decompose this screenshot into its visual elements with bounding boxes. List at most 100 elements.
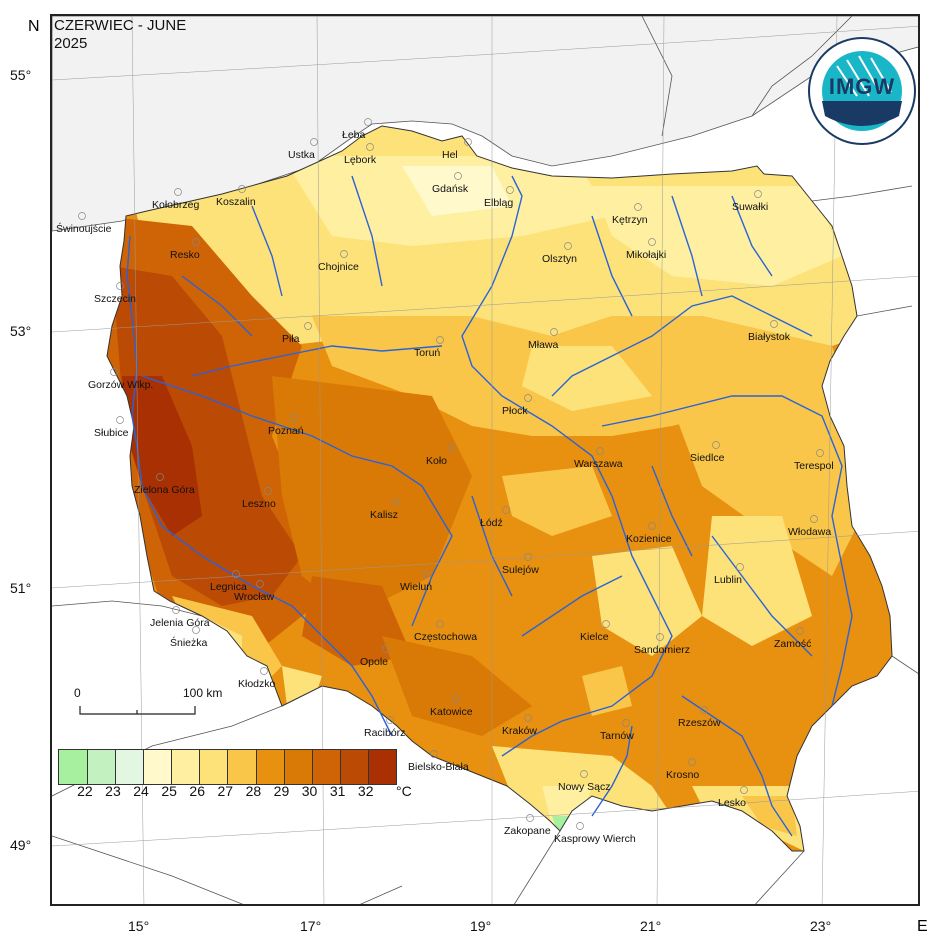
legend-value-label: 22 bbox=[77, 783, 93, 799]
city-marker bbox=[172, 606, 180, 614]
city-marker bbox=[622, 719, 630, 727]
city-label: Kołobrzeg bbox=[152, 199, 199, 211]
city-label: Świnoujście bbox=[56, 222, 112, 235]
city-label: Tarnów bbox=[600, 730, 634, 742]
city-marker bbox=[524, 714, 532, 722]
city-label: Częstochowa bbox=[414, 631, 477, 643]
city-label: Lębork bbox=[344, 154, 377, 166]
legend-value-label: 28 bbox=[245, 783, 262, 799]
city-label: Włodawa bbox=[788, 526, 831, 538]
city-marker bbox=[174, 188, 182, 196]
city-marker bbox=[816, 449, 824, 457]
rivers bbox=[126, 175, 853, 837]
city-marker bbox=[366, 143, 374, 151]
city-marker bbox=[78, 212, 86, 220]
city-label: Elbląg bbox=[484, 197, 513, 209]
city-marker bbox=[656, 633, 664, 641]
city-label: Białystok bbox=[748, 331, 791, 343]
city-label: Warszawa bbox=[574, 458, 623, 470]
legend-value-label: 32 bbox=[357, 783, 374, 799]
legend-value-label: 27 bbox=[217, 783, 234, 799]
city-label: Piła bbox=[282, 333, 300, 345]
map-title: CZERWIEC - JUNE bbox=[54, 17, 187, 34]
city-label: Bielsko-Biała bbox=[408, 761, 469, 773]
latitude-label: 51° bbox=[10, 580, 32, 596]
map-frame: Łeba Ustka Lębork Hel Gdańsk Elbląg Koło… bbox=[50, 14, 920, 906]
legend-swatch bbox=[199, 750, 228, 784]
city-marker bbox=[602, 620, 610, 628]
city-label: Chojnice bbox=[318, 261, 359, 273]
city-label: Śnieżka bbox=[170, 636, 208, 649]
city-label: Kłodzko bbox=[238, 678, 276, 690]
city-marker bbox=[524, 553, 532, 561]
city-label: Płock bbox=[502, 405, 528, 417]
city-marker bbox=[454, 172, 462, 180]
scale-bar bbox=[79, 706, 196, 715]
city-label: Mikołajki bbox=[626, 249, 666, 261]
city-marker bbox=[576, 822, 584, 830]
city-label: Zakopane bbox=[504, 825, 551, 837]
latitude-label: 55° bbox=[10, 67, 32, 83]
legend-swatch bbox=[143, 750, 172, 784]
city-marker bbox=[564, 242, 572, 250]
city-marker bbox=[796, 627, 804, 635]
city-marker bbox=[596, 447, 604, 455]
city-label: Ustka bbox=[288, 149, 315, 161]
poland-border bbox=[106, 125, 893, 852]
city-label: Olsztyn bbox=[542, 253, 577, 265]
city-label: Łeba bbox=[342, 129, 366, 141]
city-label: Kozienice bbox=[626, 533, 672, 545]
city-labels: Łeba Ustka Lębork Hel Gdańsk Elbląg Koło… bbox=[56, 118, 834, 845]
city-marker bbox=[436, 336, 444, 344]
city-marker bbox=[634, 203, 642, 211]
city-marker bbox=[340, 250, 348, 258]
east-label: E bbox=[917, 918, 928, 935]
city-label: Sulejów bbox=[502, 564, 539, 576]
city-marker bbox=[524, 394, 532, 402]
city-marker bbox=[550, 328, 558, 336]
city-label: Kętrzyn bbox=[612, 214, 648, 226]
legend-swatch bbox=[283, 750, 312, 784]
city-marker bbox=[430, 750, 438, 758]
city-marker bbox=[648, 522, 656, 530]
temperature-legend bbox=[58, 749, 397, 785]
city-label: Zamość bbox=[774, 638, 811, 650]
city-label: Jelenia Góra bbox=[150, 617, 210, 629]
city-label: Legnica bbox=[210, 581, 247, 593]
legend-value-label: 24 bbox=[133, 783, 149, 799]
legend-swatch bbox=[367, 750, 396, 784]
scale-start-label: 0 bbox=[74, 686, 81, 700]
city-label: Koszalin bbox=[216, 196, 256, 208]
city-label: Resko bbox=[170, 249, 200, 261]
legend-value-label: 23 bbox=[105, 783, 121, 799]
city-marker bbox=[526, 814, 534, 822]
city-label: Kraków bbox=[502, 725, 537, 737]
city-label: Katowice bbox=[430, 706, 473, 718]
legend-swatch bbox=[87, 750, 116, 784]
legend-value-label: 29 bbox=[273, 783, 290, 799]
city-marker bbox=[700, 706, 708, 714]
legend-swatch bbox=[171, 750, 200, 784]
city-label: Rzeszów bbox=[678, 717, 721, 729]
city-label: Poznań bbox=[268, 425, 304, 437]
legend-swatch bbox=[311, 750, 340, 784]
city-marker bbox=[452, 695, 460, 703]
city-label: Kielce bbox=[580, 631, 609, 643]
city-label: Wieluń bbox=[400, 581, 432, 593]
longitude-label: 19° bbox=[470, 918, 492, 934]
city-label: Słubice bbox=[94, 427, 129, 439]
city-label: Opole bbox=[360, 656, 388, 668]
map-year: 2025 bbox=[54, 35, 88, 52]
city-marker bbox=[156, 473, 164, 481]
city-marker bbox=[386, 716, 394, 724]
city-marker bbox=[264, 487, 272, 495]
city-marker bbox=[712, 441, 720, 449]
city-marker bbox=[260, 667, 268, 675]
city-marker bbox=[238, 185, 246, 193]
city-label: Gdańsk bbox=[432, 183, 469, 195]
city-label: Krosno bbox=[666, 769, 699, 781]
city-label: Terespol bbox=[794, 460, 834, 472]
city-marker bbox=[290, 414, 298, 422]
city-marker bbox=[364, 118, 372, 126]
imgw-logo: IMGW bbox=[807, 36, 917, 146]
